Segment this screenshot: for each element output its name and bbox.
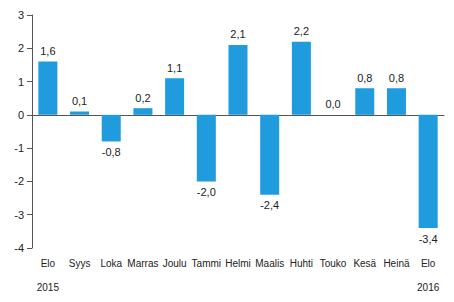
svg-text:Kesä: Kesä [353, 258, 376, 269]
svg-text:-1: -1 [14, 142, 24, 154]
svg-text:2,1: 2,1 [230, 28, 245, 40]
svg-text:2: 2 [18, 42, 24, 54]
svg-text:-4: -4 [14, 242, 24, 254]
svg-text:Syys: Syys [69, 258, 91, 269]
svg-text:1,1: 1,1 [167, 62, 182, 74]
svg-text:-3,4: -3,4 [419, 233, 438, 245]
svg-text:3: 3 [18, 9, 24, 21]
svg-text:Marras: Marras [127, 258, 158, 269]
svg-text:2015: 2015 [37, 282, 60, 293]
svg-text:-2,0: -2,0 [197, 186, 216, 198]
svg-text:0,2: 0,2 [135, 92, 150, 104]
svg-text:Maalis: Maalis [255, 258, 284, 269]
svg-text:Joulu: Joulu [163, 258, 187, 269]
svg-text:Helmi: Helmi [225, 258, 251, 269]
svg-text:Tammi: Tammi [192, 258, 221, 269]
svg-text:0,8: 0,8 [357, 72, 372, 84]
svg-text:-2,4: -2,4 [260, 199, 279, 211]
svg-text:0: 0 [18, 109, 24, 121]
svg-text:-2: -2 [14, 175, 24, 187]
svg-text:1: 1 [18, 76, 24, 88]
svg-text:Huhti: Huhti [290, 258, 313, 269]
svg-text:2016: 2016 [417, 282, 440, 293]
svg-text:Elo: Elo [421, 258, 436, 269]
svg-text:0,8: 0,8 [389, 72, 404, 84]
svg-text:Heinä: Heinä [383, 258, 410, 269]
svg-text:Elo: Elo [41, 258, 56, 269]
svg-text:2,2: 2,2 [294, 25, 309, 37]
svg-text:-3: -3 [14, 209, 24, 221]
svg-text:-0,8: -0,8 [102, 146, 121, 158]
svg-text:Loka: Loka [100, 258, 122, 269]
svg-text:1,6: 1,6 [40, 45, 55, 57]
svg-text:Touko: Touko [320, 258, 347, 269]
svg-text:0,0: 0,0 [325, 98, 340, 110]
svg-text:0,1: 0,1 [72, 95, 87, 107]
